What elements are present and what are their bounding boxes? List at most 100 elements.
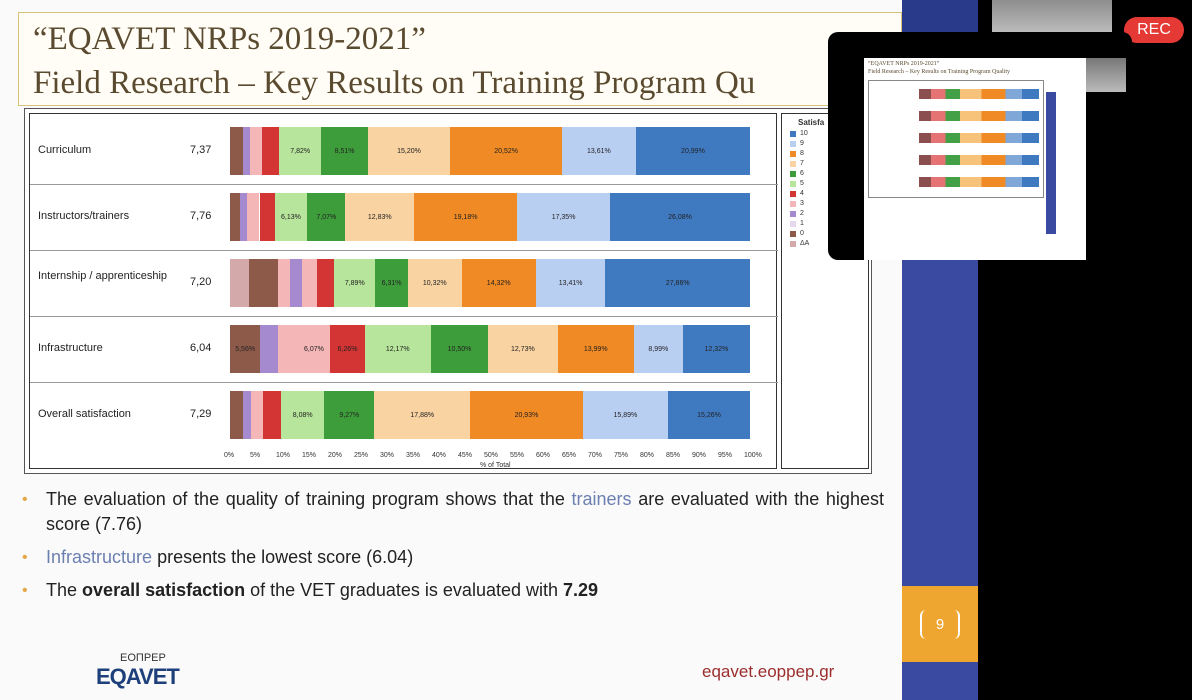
bar-segment: 6,13%: [274, 193, 308, 241]
legend-item: 10: [790, 130, 808, 137]
bullet3-text-mid: of the VET graduates is evaluated with: [250, 580, 558, 600]
mini-bar: [919, 89, 1039, 99]
mini-bar: [919, 177, 1039, 187]
bar-segment: 8,08%: [281, 391, 325, 439]
legend-item: 9: [790, 140, 804, 147]
legend-item: 3: [790, 200, 804, 207]
bar-segment: [242, 391, 252, 439]
legend-label: 0: [800, 230, 804, 237]
slide: “EQAVET NRPs 2019-2021” Field Research –…: [0, 0, 902, 700]
bar-segment: [277, 259, 290, 307]
logo-eoppep-text: EOΠPEP: [120, 652, 166, 664]
slide-title-line2: Field Research – Key Results on Training…: [33, 65, 756, 101]
legend-swatch: [790, 210, 796, 217]
x-tick-label: 75%: [614, 452, 629, 459]
x-tick-label: 25%: [354, 452, 369, 459]
page-number-badge: 9: [902, 586, 978, 662]
bar-segment: 19,18%: [414, 193, 518, 241]
recording-indicator: REC: [1124, 17, 1184, 43]
x-tick-label: 0%: [224, 452, 235, 459]
bar-segment: [240, 193, 248, 241]
bar-segment: 7,07%: [307, 193, 346, 241]
bar-segment: [261, 127, 279, 175]
x-tick-label: 45%: [458, 452, 473, 459]
x-tick-label: 70%: [588, 452, 603, 459]
bar-segment: [278, 325, 298, 373]
x-tick-label: 65%: [562, 452, 577, 459]
bar-segment: 15,26%: [668, 391, 750, 439]
bar-segment: [302, 259, 317, 307]
shared-screen-preview[interactable]: “EQAVET NRPs 2019-2021” Field Research –…: [828, 32, 1132, 260]
bar-segment: 10,32%: [407, 259, 462, 307]
legend-item: 0: [790, 230, 804, 237]
bar-segment: [230, 193, 241, 241]
legend-swatch: [790, 180, 796, 187]
row-label: Instructors/trainers: [38, 210, 130, 222]
bar-segment: 12,83%: [345, 193, 415, 241]
bar-segment: [230, 127, 244, 175]
mini-title-line1: “EQAVET NRPs 2019-2021”: [868, 61, 940, 67]
bullet2-text: presents the lowest score (6.04): [157, 547, 414, 567]
mini-chart: [868, 80, 1044, 198]
bullet3-bold: overall satisfaction: [82, 580, 246, 600]
legend-swatch: [790, 170, 796, 177]
bar-segment: 5,56%: [230, 325, 261, 373]
bar-segment: 7,82%: [278, 127, 322, 175]
row-separator: [30, 316, 778, 317]
bullet1-text-post: are evaluated with the highest score (7.…: [46, 489, 884, 534]
row-score: 7,37: [190, 144, 212, 156]
chart-frame: Curriculum 7,37 7,82% 8,51% 15,20% 20,52% 13,6…: [24, 108, 872, 474]
legend-swatch: [790, 240, 796, 247]
bar-segment: [316, 259, 335, 307]
bar-segment: [243, 127, 250, 175]
stacked-bar-chart: Curriculum 7,37 7,82% 8,51% 15,20% 20,52% 13,6…: [29, 113, 778, 469]
row-score: 7,29: [190, 408, 212, 420]
bullet1-text-pre: The evaluation of the quality of trainin…: [46, 489, 565, 509]
bar-segment: [247, 193, 260, 241]
row-separator: [30, 184, 778, 185]
bar-segment: 13,99%: [557, 325, 634, 373]
legend-swatch: [790, 220, 796, 227]
x-tick-label: 80%: [640, 452, 655, 459]
mini-bar: [919, 155, 1039, 165]
bar-segment: [230, 391, 243, 439]
x-tick-label: 55%: [510, 452, 525, 459]
bar-segment: [263, 391, 282, 439]
bar-segment: 15,89%: [582, 391, 669, 439]
x-tick-label: 35%: [406, 452, 421, 459]
legend-item: 2: [790, 210, 804, 217]
row-score: 6,04: [190, 342, 212, 354]
legend-item: 5: [790, 180, 804, 187]
bullet3-score: 7.29: [563, 580, 599, 600]
legend-label: ΔΑ: [800, 240, 810, 247]
x-tick-label: 95%: [718, 452, 733, 459]
x-tick-label: 100%: [744, 452, 762, 459]
x-tick-label: 30%: [380, 452, 395, 459]
bar-segment: 10,50%: [430, 325, 489, 373]
legend-label: 1: [800, 220, 804, 227]
x-tick-label: 20%: [328, 452, 343, 459]
slide-title-line1: “EQAVET NRPs 2019-2021”: [33, 21, 426, 57]
bar-segment: 12,17%: [364, 325, 431, 373]
bullet1-highlight: trainers: [571, 489, 632, 509]
bar-segment: 6,31%: [375, 259, 408, 307]
legend-item: 8: [790, 150, 804, 157]
bar-segment: 20,52%: [450, 127, 562, 175]
legend-label: 7: [800, 160, 804, 167]
page-number: 9: [919, 609, 961, 639]
row-separator: [30, 382, 778, 383]
bullet2-highlight: Infrastructure: [46, 547, 153, 567]
x-tick-label: 40%: [432, 452, 447, 459]
x-tick-label: 50%: [484, 452, 499, 459]
row-label: Internship / apprenticeship: [38, 270, 168, 282]
bar-segment: 12,73%: [488, 325, 558, 373]
bullet-infrastructure: Infrastructure presents the lowest score…: [22, 545, 884, 570]
bar-segment: 26,08%: [610, 193, 750, 241]
bar-segment: 8,51%: [321, 127, 368, 175]
bullet3-text-pre: The: [46, 580, 78, 600]
x-tick-label: 10%: [276, 452, 291, 459]
mini-bar: [919, 133, 1039, 143]
x-tick-label: 15%: [302, 452, 317, 459]
x-tick-label: 60%: [536, 452, 551, 459]
legend-swatch: [790, 190, 796, 197]
